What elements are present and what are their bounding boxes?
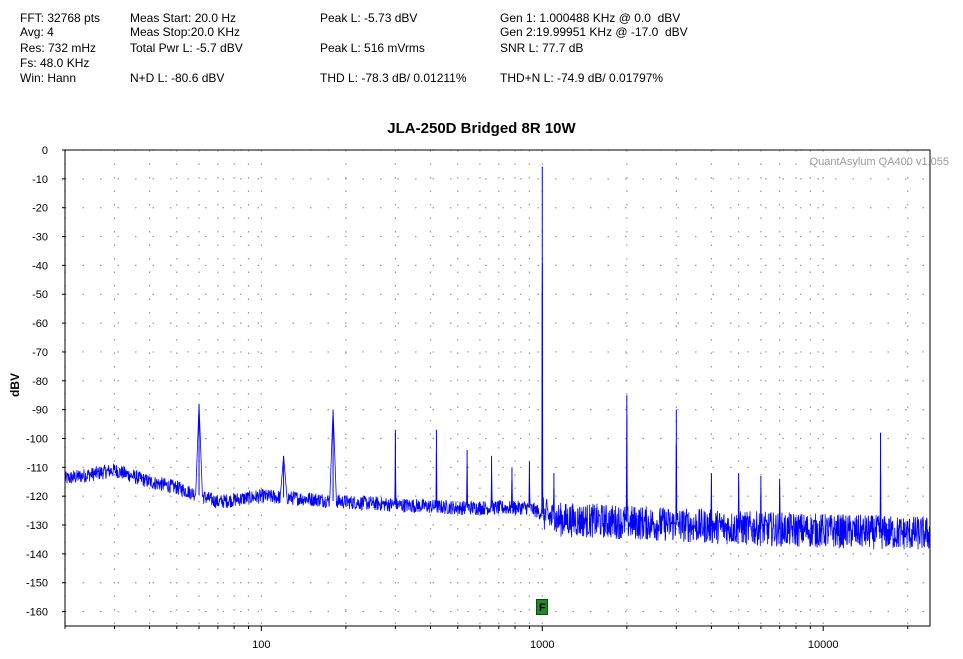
stat-total-pwr: Total Pwr L: -5.7 dBV <box>130 41 243 55</box>
stat-thdn: THD+N L: -74.9 dB/ 0.01797% <box>500 71 664 85</box>
stat-avg: Avg: 4 <box>20 25 54 39</box>
y-tick-label: -60 <box>32 318 48 330</box>
stat-res: Res: 732 mHz <box>20 41 97 55</box>
stat-thd: THD L: -78.3 dB/ 0.01211% <box>320 71 467 85</box>
stat-meas-start: Meas Start: 20.0 Hz <box>130 11 237 25</box>
fundamental-marker[interactable]: F <box>536 599 549 615</box>
stat-win: Win: Hann <box>20 71 77 85</box>
stat-fft: FFT: 32768 pts <box>20 11 101 25</box>
x-tick-label: 1000 <box>530 639 554 651</box>
stat-snr: SNR L: 77.7 dB <box>500 41 584 55</box>
y-axis-label: dBV <box>8 373 22 397</box>
x-tick-label: 10000 <box>808 639 839 651</box>
stat-gen1: Gen 1: 1.000488 KHz @ 0.0 dBV <box>500 11 681 25</box>
plot-frame <box>64 149 931 627</box>
y-tick-label: -120 <box>26 491 48 503</box>
y-tick-label: -40 <box>32 260 48 272</box>
y-tick-label: -20 <box>32 203 48 215</box>
watermark-text: QuantAsylum QA400 v1.055 <box>809 156 949 168</box>
y-tick-label: 0 <box>42 145 48 157</box>
y-tick-label: -70 <box>32 347 48 359</box>
y-tick-label: -130 <box>26 520 48 532</box>
y-tick-label: -150 <box>26 578 48 590</box>
y-tick-label: -50 <box>32 289 48 301</box>
spectrum-trace <box>64 263 931 550</box>
stat-nd: N+D L: -80.6 dBV <box>130 71 225 85</box>
stat-peak-dbv: Peak L: -5.73 dBV <box>320 11 418 25</box>
stat-peak-vrms: Peak L: 516 mVrms <box>320 41 425 55</box>
chart-title: JLA-250D Bridged 8R 10W <box>387 120 576 137</box>
y-tick-label: -30 <box>32 232 48 244</box>
y-tick-label: -90 <box>32 405 48 417</box>
y-tick-label: -160 <box>26 607 48 619</box>
y-tick-label: -80 <box>32 376 48 388</box>
series-layer <box>64 166 931 550</box>
y-tick-label: -140 <box>26 549 48 561</box>
grid-layer <box>64 149 930 626</box>
y-tick-label: -100 <box>26 433 48 445</box>
y-tick-label: -10 <box>32 174 48 186</box>
stat-fs: Fs: 48.0 KHz <box>20 56 90 70</box>
x-tick-label: 100 <box>252 639 270 651</box>
stat-gen2: Gen 2:19.99951 KHz @ -17.0 dBV <box>500 25 688 39</box>
axis-layer: 0 -10 -20 -30 -40 -50 -60 -70 -80 -90 -100 -110 -120… <box>26 145 931 651</box>
stat-meas-stop: Meas Stop:20.0 KHz <box>130 25 241 39</box>
y-tick-label: -110 <box>27 462 48 474</box>
